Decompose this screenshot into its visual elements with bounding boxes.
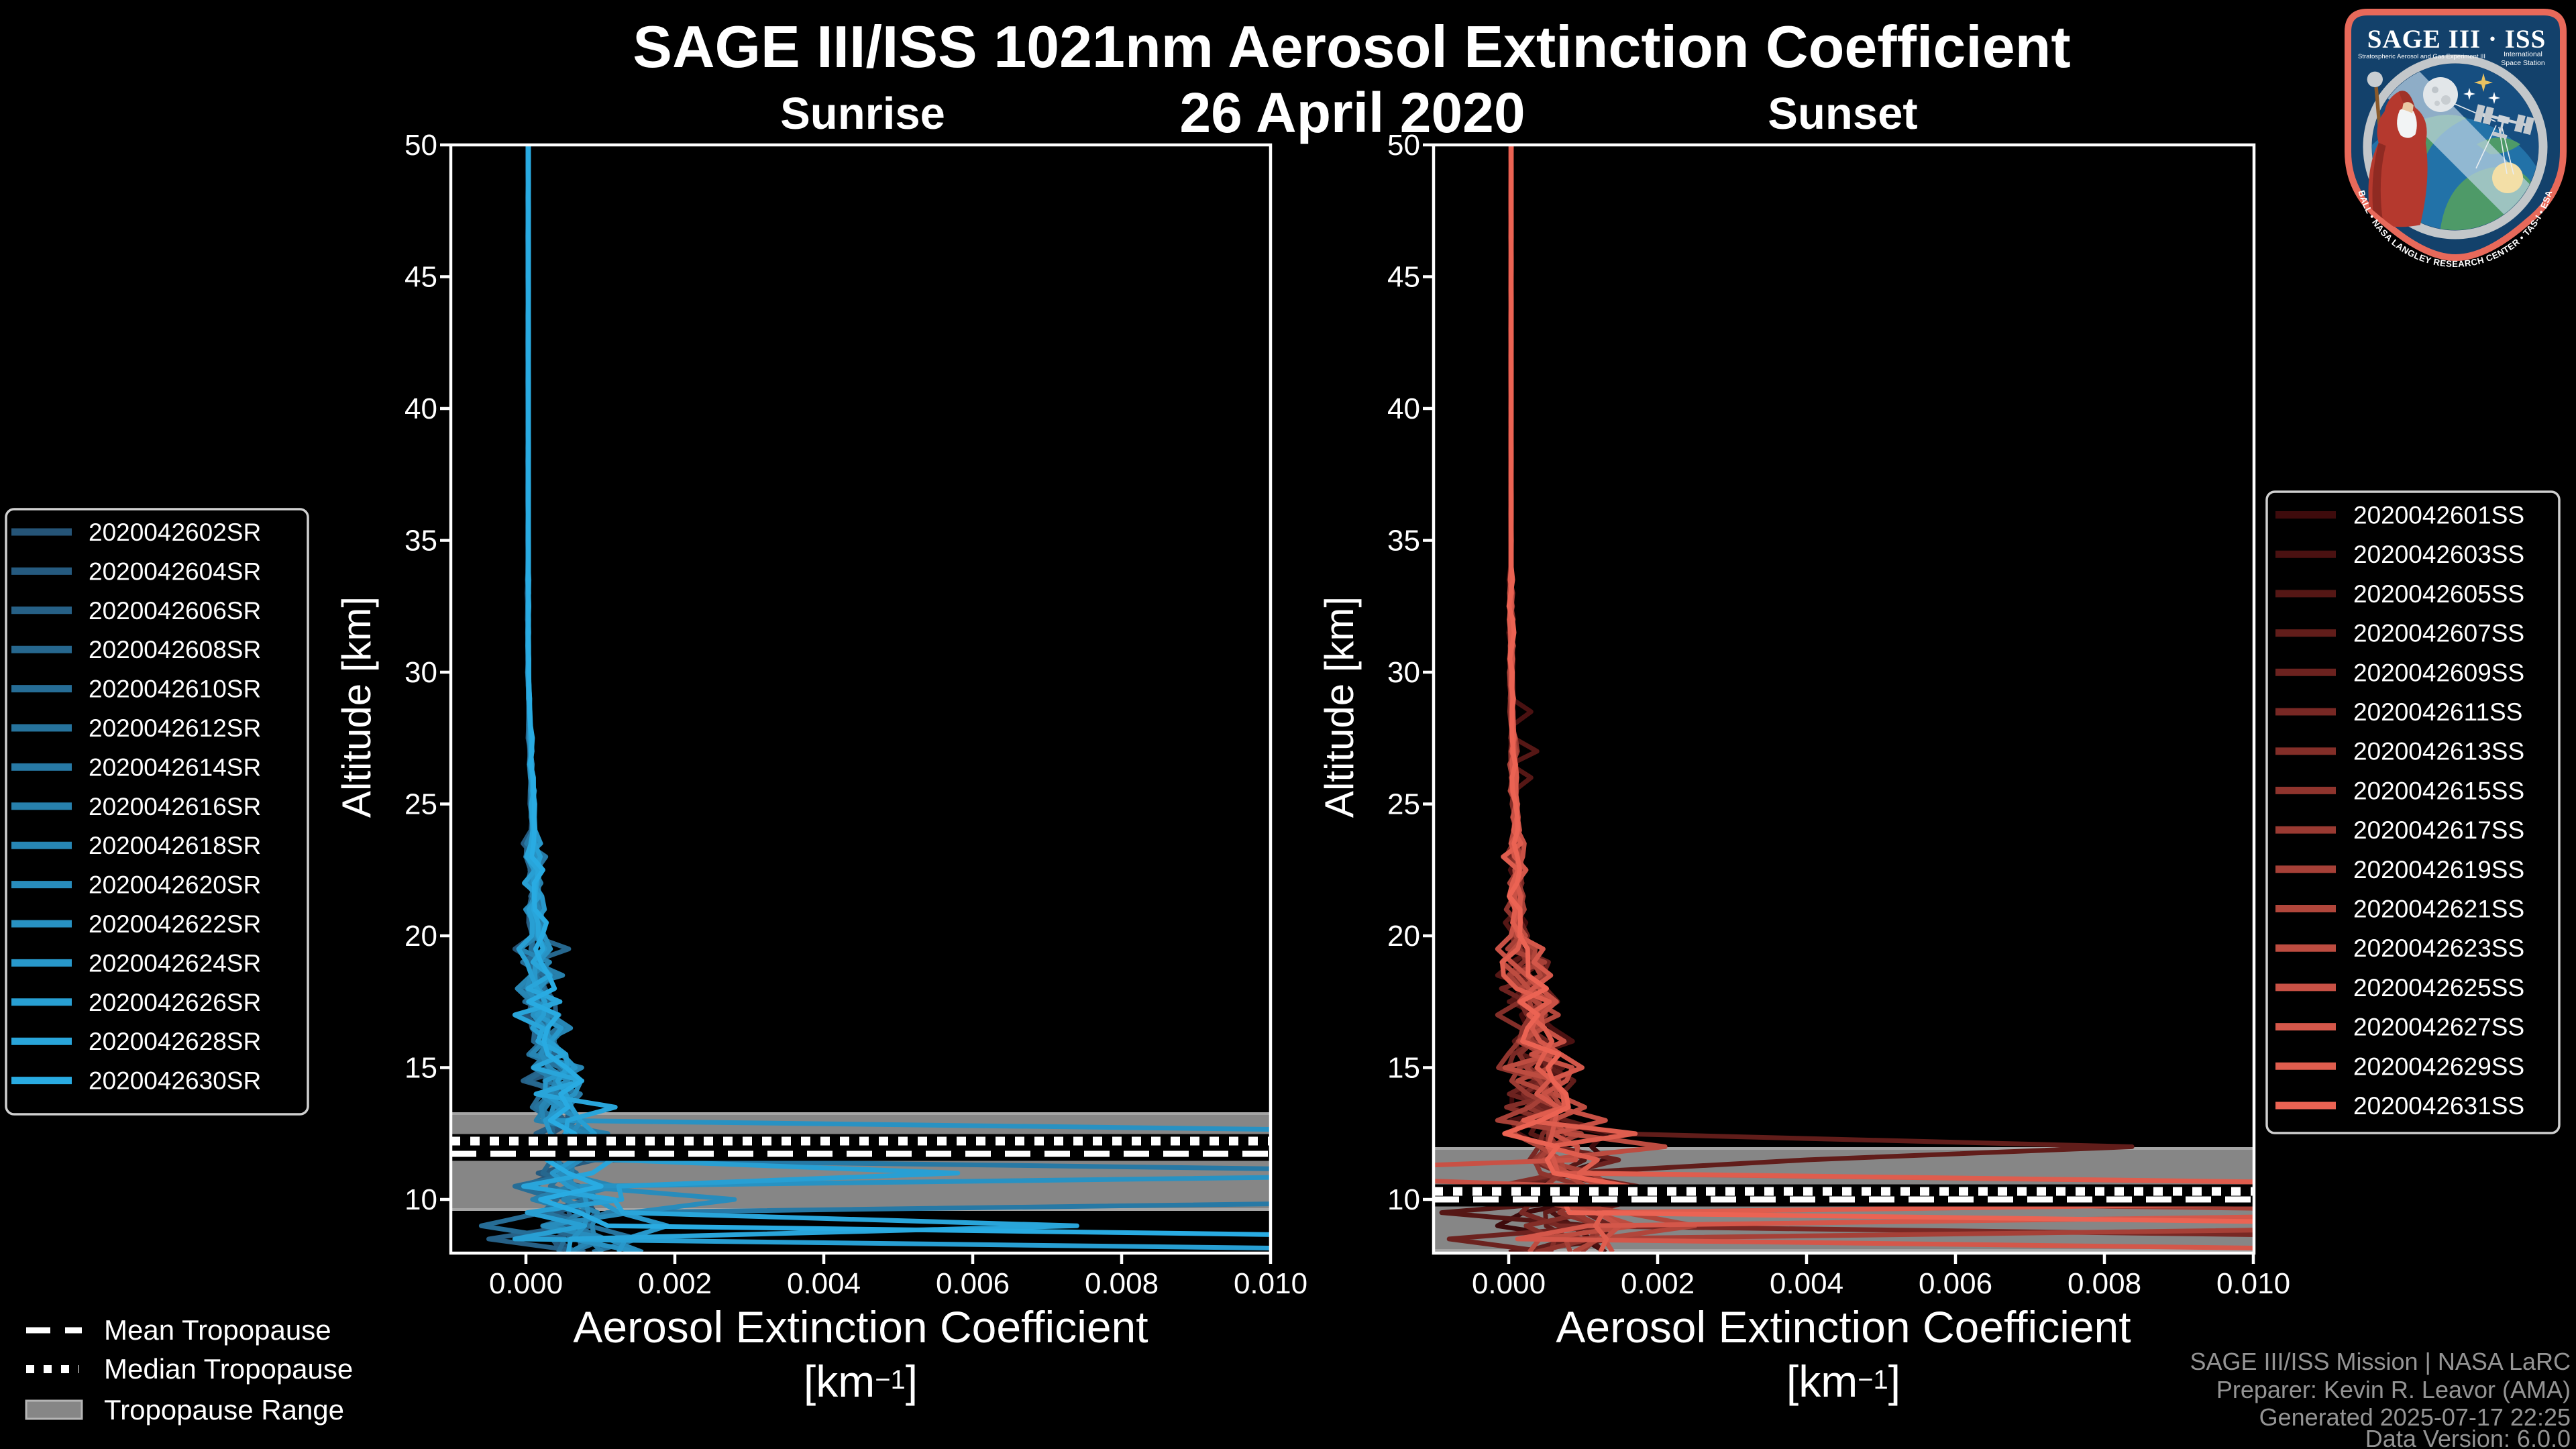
svg-text:Generated 2025-07-17 22:25: Generated 2025-07-17 22:25 bbox=[2259, 1403, 2571, 1431]
svg-text:35: 35 bbox=[405, 525, 437, 557]
svg-text:Preparer: Kevin R. Leavor (AMA: Preparer: Kevin R. Leavor (AMA) bbox=[2216, 1376, 2571, 1403]
svg-text:2020042627SS: 2020042627SS bbox=[2353, 1014, 2524, 1041]
svg-text:Altitude [km]: Altitude [km] bbox=[1317, 596, 1362, 818]
svg-text:30: 30 bbox=[1387, 656, 1420, 689]
svg-text:2020042609SS: 2020042609SS bbox=[2353, 659, 2524, 686]
svg-text:2020042616SR: 2020042616SR bbox=[89, 793, 261, 820]
svg-text:25: 25 bbox=[405, 788, 437, 821]
svg-text:0.000: 0.000 bbox=[1472, 1267, 1546, 1300]
svg-text:2020042619SS: 2020042619SS bbox=[2353, 856, 2524, 883]
svg-text:Sunset: Sunset bbox=[1768, 89, 1917, 139]
svg-text:Aerosol Extinction Coefficient: Aerosol Extinction Coefficient bbox=[573, 1302, 1148, 1352]
svg-text:Data Version: 6.0.0: Data Version: 6.0.0 bbox=[2365, 1425, 2571, 1449]
svg-text:2020042624SR: 2020042624SR bbox=[89, 949, 261, 977]
svg-text:0.000: 0.000 bbox=[489, 1267, 563, 1300]
svg-text:0.010: 0.010 bbox=[1234, 1267, 1307, 1300]
svg-text:2020042605SS: 2020042605SS bbox=[2353, 580, 2524, 608]
svg-text:15: 15 bbox=[1387, 1052, 1420, 1085]
svg-text:2020042614SR: 2020042614SR bbox=[89, 753, 261, 781]
svg-text:0.004: 0.004 bbox=[1770, 1267, 1843, 1300]
svg-text:Stratospheric Aerosol and Gas: Stratospheric Aerosol and Gas Experiment… bbox=[2358, 53, 2485, 60]
svg-text:0.002: 0.002 bbox=[1621, 1267, 1695, 1300]
svg-text:Altitude [km]: Altitude [km] bbox=[334, 596, 379, 818]
svg-text:2020042612SR: 2020042612SR bbox=[89, 714, 261, 742]
svg-text:2020042603SS: 2020042603SS bbox=[2353, 541, 2524, 568]
svg-text:2020042604SR: 2020042604SR bbox=[89, 557, 261, 585]
svg-text:10: 10 bbox=[1387, 1183, 1420, 1216]
svg-text:2020042622SR: 2020042622SR bbox=[89, 910, 261, 938]
svg-text:2020042602SR: 2020042602SR bbox=[89, 519, 261, 546]
svg-text:45: 45 bbox=[405, 261, 437, 294]
svg-text:25: 25 bbox=[1387, 788, 1420, 821]
svg-text:2020042610SR: 2020042610SR bbox=[89, 676, 261, 703]
svg-text:10: 10 bbox=[405, 1183, 437, 1216]
svg-text:0.006: 0.006 bbox=[936, 1267, 1010, 1300]
svg-text:35: 35 bbox=[1387, 525, 1420, 557]
svg-text:2020042621SS: 2020042621SS bbox=[2353, 896, 2524, 923]
svg-text:[km−1]: [km−1] bbox=[804, 1356, 918, 1406]
svg-text:Median Tropopause: Median Tropopause bbox=[104, 1353, 353, 1385]
svg-text:40: 40 bbox=[1387, 392, 1420, 425]
svg-text:0.010: 0.010 bbox=[2216, 1267, 2290, 1300]
svg-text:2020042615SS: 2020042615SS bbox=[2353, 777, 2524, 804]
svg-text:International: International bbox=[2504, 50, 2542, 58]
svg-text:Space Station: Space Station bbox=[2501, 59, 2545, 67]
svg-text:2020042623SS: 2020042623SS bbox=[2353, 934, 2524, 962]
svg-text:2020042611SS: 2020042611SS bbox=[2353, 698, 2522, 726]
svg-text:26 April 2020: 26 April 2020 bbox=[1179, 81, 1525, 144]
svg-text:2020042618SR: 2020042618SR bbox=[89, 832, 261, 859]
svg-text:45: 45 bbox=[1387, 261, 1420, 294]
svg-text:2020042628SR: 2020042628SR bbox=[89, 1028, 261, 1055]
svg-text:15: 15 bbox=[405, 1052, 437, 1085]
svg-text:2020042617SS: 2020042617SS bbox=[2353, 816, 2524, 844]
svg-text:2020042607SS: 2020042607SS bbox=[2353, 620, 2524, 647]
svg-text:2020042629SS: 2020042629SS bbox=[2353, 1053, 2524, 1080]
svg-text:50: 50 bbox=[405, 129, 437, 162]
svg-text:Tropopause Range: Tropopause Range bbox=[104, 1394, 344, 1426]
svg-text:2020042601SS: 2020042601SS bbox=[2353, 502, 2524, 529]
svg-text:2020042631SS: 2020042631SS bbox=[2353, 1092, 2524, 1120]
svg-text:0.006: 0.006 bbox=[1919, 1267, 1992, 1300]
svg-text:2020042608SR: 2020042608SR bbox=[89, 636, 261, 663]
svg-text:0.008: 0.008 bbox=[2068, 1267, 2141, 1300]
svg-text:20: 20 bbox=[405, 920, 437, 953]
svg-text:Sunrise: Sunrise bbox=[780, 89, 945, 139]
svg-text:50: 50 bbox=[1387, 129, 1420, 162]
svg-text:2020042630SR: 2020042630SR bbox=[89, 1067, 261, 1095]
svg-text:0.004: 0.004 bbox=[787, 1267, 861, 1300]
svg-text:40: 40 bbox=[405, 392, 437, 425]
svg-text:SAGE III · ISS: SAGE III · ISS bbox=[2367, 25, 2546, 54]
svg-text:30: 30 bbox=[405, 656, 437, 689]
svg-text:2020042626SR: 2020042626SR bbox=[89, 989, 261, 1016]
svg-text:2020042613SS: 2020042613SS bbox=[2353, 738, 2524, 765]
svg-text:0.008: 0.008 bbox=[1085, 1267, 1159, 1300]
svg-text:0.002: 0.002 bbox=[638, 1267, 712, 1300]
svg-text:SAGE III/ISS 1021nm Aerosol Ex: SAGE III/ISS 1021nm Aerosol Extinction C… bbox=[633, 13, 2070, 80]
svg-text:Aerosol Extinction Coefficient: Aerosol Extinction Coefficient bbox=[1556, 1302, 2131, 1352]
svg-text:Mean Tropopause: Mean Tropopause bbox=[104, 1314, 331, 1346]
svg-text:SAGE III/ISS Mission | NASA La: SAGE III/ISS Mission | NASA LaRC bbox=[2190, 1348, 2571, 1375]
svg-text:2020042606SR: 2020042606SR bbox=[89, 597, 261, 625]
svg-text:2020042620SR: 2020042620SR bbox=[89, 871, 261, 899]
svg-text:20: 20 bbox=[1387, 920, 1420, 953]
svg-text:2020042625SS: 2020042625SS bbox=[2353, 974, 2524, 1002]
